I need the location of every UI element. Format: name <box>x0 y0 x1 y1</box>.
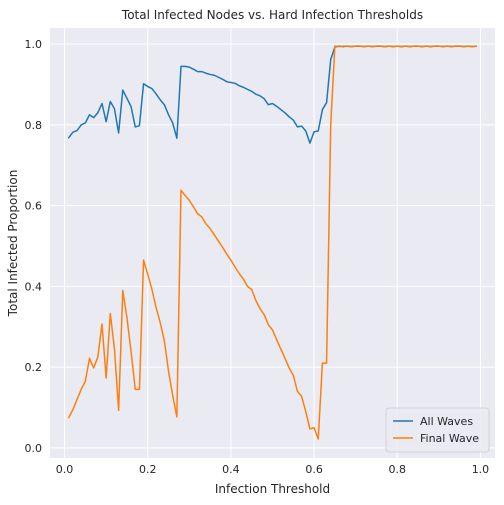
legend-box <box>385 407 490 453</box>
grid-lines <box>50 28 495 458</box>
y-tick-label: 0.8 <box>25 119 43 132</box>
x-tick-label: 0.4 <box>222 463 240 476</box>
y-tick-label: 0.0 <box>25 442 43 455</box>
y-tick-label: 1.0 <box>25 38 43 51</box>
x-tick-label: 0.2 <box>139 463 157 476</box>
y-axis-label: Total Infected Proportion <box>6 170 20 318</box>
y-tick-label: 0.2 <box>25 361 43 374</box>
tick-labels: 0.0 0.2 0.4 0.6 0.8 1.0 0.0 0.2 0.4 0.6 0.8 1.0 <box>25 38 490 476</box>
y-tick-label: 0.6 <box>25 200 43 213</box>
plot-background <box>50 28 495 458</box>
x-tick-label: 0.6 <box>305 463 323 476</box>
x-tick-label: 1.0 <box>472 463 490 476</box>
x-axis-label: Infection Threshold <box>215 482 330 496</box>
series-line-final-wave <box>67 45 478 440</box>
x-tick-label: 0.0 <box>56 463 74 476</box>
x-tick-label: 0.8 <box>389 463 407 476</box>
y-tick-label: 0.4 <box>25 280 43 293</box>
legend-label: All Waves <box>420 415 473 428</box>
legend-label: Final Wave <box>420 432 479 445</box>
series-lines <box>67 45 478 440</box>
legend: All Waves Final Wave <box>385 407 490 453</box>
chart-title: Total Infected Nodes vs. Hard Infection … <box>121 8 423 22</box>
